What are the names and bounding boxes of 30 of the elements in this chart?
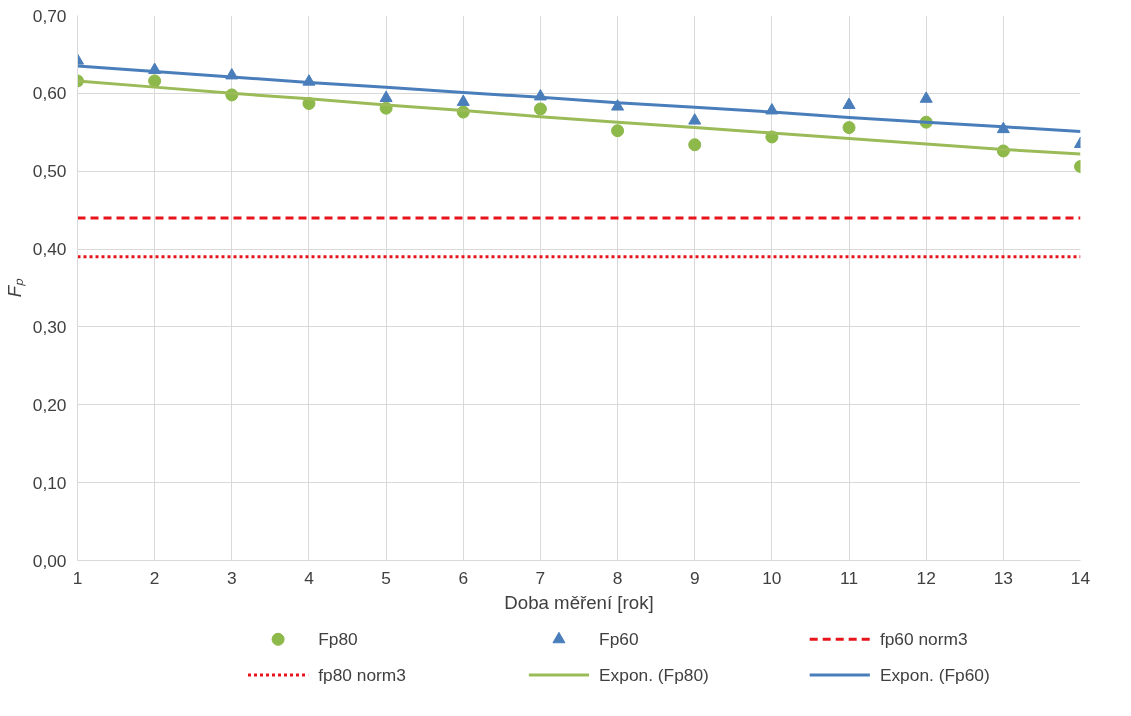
legend-label: Fp60: [599, 629, 639, 650]
legend-label: Expon. (Fp80): [599, 665, 709, 685]
x-axis-title: Doba měření [rok]: [504, 591, 654, 613]
y-tick-label: 0,00: [32, 550, 67, 571]
x-tick-label: 12: [916, 567, 936, 588]
x-tick-label: 3: [226, 567, 237, 588]
y-tick-label: 0,50: [32, 161, 67, 182]
y-axis-title: Fₚ: [3, 277, 26, 298]
y-tick-label: 0,10: [32, 472, 67, 493]
x-tick-label: 1: [72, 567, 83, 588]
legend-label: Expon. (Fp60): [879, 665, 990, 685]
y-tick-label: 0,20: [32, 394, 67, 415]
x-tick-label: 8: [612, 567, 623, 588]
legend-label: fp80 norm3: [318, 665, 406, 685]
x-tick-label: 13: [993, 567, 1013, 588]
x-tick-label: 11: [840, 567, 859, 588]
x-tick-label: 2: [149, 567, 160, 588]
y-tick-label: 0,60: [32, 83, 67, 104]
x-tick-label: 10: [762, 567, 782, 588]
x-tick-label: 4: [304, 567, 315, 588]
legend-label: Fp80: [318, 629, 358, 650]
x-tick-label: 9: [689, 567, 700, 588]
x-tick-label: 7: [535, 567, 546, 588]
legend-label: fp60 norm3: [879, 629, 968, 650]
y-tick-label: 0,40: [32, 239, 67, 260]
y-tick-label: 0,30: [32, 316, 67, 337]
x-tick-label: 14: [1070, 567, 1091, 588]
x-tick-label: 5: [381, 567, 391, 588]
x-tick-label: 6: [458, 567, 469, 588]
y-tick-label: 0,70: [32, 5, 67, 26]
